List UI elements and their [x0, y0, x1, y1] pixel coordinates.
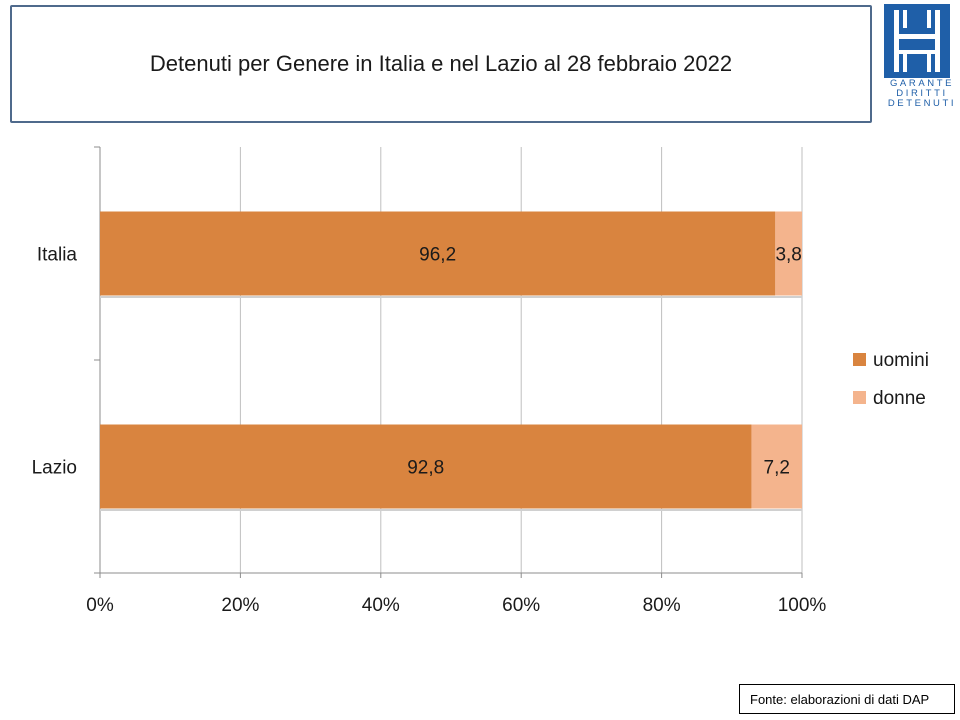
legend-label-donne: donne — [873, 388, 926, 409]
legend-label-uomini: uomini — [873, 350, 929, 371]
bar-donne-lazio — [751, 424, 802, 509]
source-note: Fonte: elaborazioni di dati DAP — [739, 684, 955, 714]
logo-line-1: GARANTE — [889, 78, 955, 89]
data-label: 96,2 — [419, 245, 456, 266]
gdd-logo-icon — [884, 4, 950, 78]
legend-swatch-donne — [853, 391, 866, 404]
bar-uomini-italia — [100, 211, 776, 296]
x-tick-label: 60% — [502, 595, 540, 616]
data-label: 92,8 — [407, 458, 444, 479]
category-label: Lazio — [32, 458, 77, 479]
data-label: 7,2 — [764, 458, 790, 479]
stacked-bar-chart: 0% 20% 40% 60% 80% 100% 96,2 3,8 Italia 92,8 7,2 La… — [32, 146, 929, 616]
x-tick-label: 100% — [778, 595, 827, 616]
title-box: Detenuti per Genere in Italia e nel Lazi… — [10, 5, 872, 123]
bar-uomini-lazio — [100, 424, 752, 509]
data-label: 3,8 — [775, 245, 801, 266]
bar-donne-italia — [775, 211, 802, 296]
x-tick-label: 0% — [86, 595, 114, 616]
legend-swatch-uomini — [853, 353, 866, 366]
x-tick-label: 80% — [643, 595, 681, 616]
x-tick-label: 20% — [221, 595, 259, 616]
logo-line-3: DETENUTI — [887, 98, 957, 109]
logo-line-2: DIRITTI — [896, 88, 948, 99]
category-label: Italia — [37, 245, 78, 266]
chart-title: Detenuti per Genere in Italia e nel Lazi… — [149, 51, 733, 76]
source-text: Fonte: elaborazioni di dati DAP — [750, 691, 930, 707]
x-tick-label: 40% — [362, 595, 400, 616]
